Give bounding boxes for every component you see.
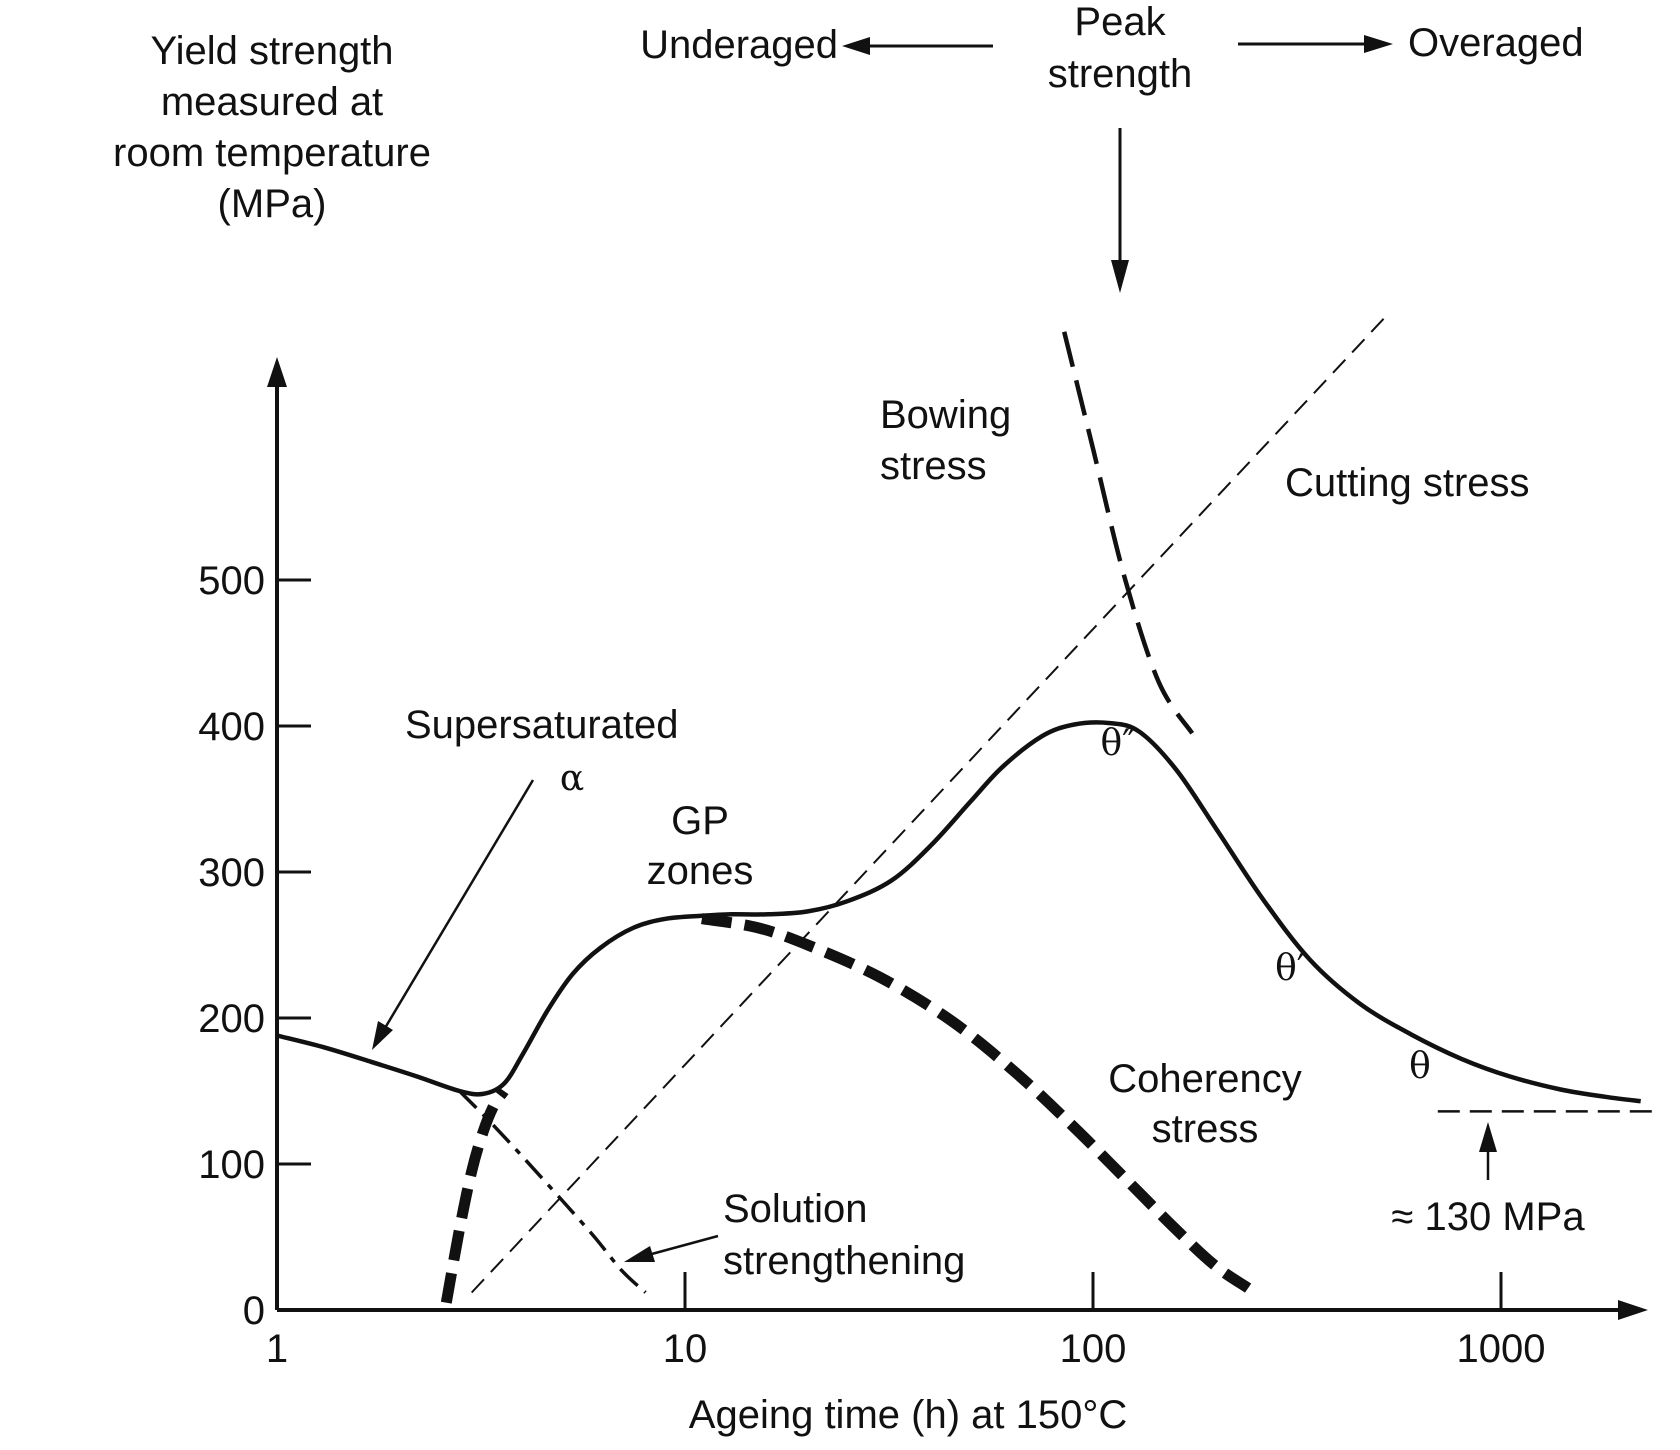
alpha-label: α [560, 758, 584, 799]
solution-strengthening-line-1: Solution [723, 1187, 868, 1231]
bowing-stress-line-2: stress [880, 444, 987, 488]
x-tick-label: 10 [663, 1327, 708, 1371]
underaged-arrowhead [842, 37, 870, 55]
gp-zones-line-2: zones [647, 849, 754, 893]
theta-label: θ [1409, 1046, 1431, 1087]
solution-arrowhead [624, 1246, 655, 1262]
theta-prime-label: θ′ [1275, 948, 1305, 989]
y-ticks: 0 100 200 300 400 500 [198, 559, 311, 1333]
underaged-label: Underaged [640, 23, 838, 67]
theta-double-prime-label: θ″ [1100, 723, 1135, 764]
y-axis-arrowhead [267, 357, 287, 387]
y-tick-label: 500 [198, 559, 265, 603]
y-axis-title-line-3: room temperature [113, 131, 431, 175]
x-axis-title: Ageing time (h) at 150°C [689, 1393, 1127, 1437]
y-tick-label: 400 [198, 705, 265, 749]
solution-arrow-shaft [648, 1236, 718, 1255]
y-axis-title-line-1: Yield strength [150, 29, 393, 73]
overaged-label: Overaged [1408, 21, 1584, 65]
peak-strength-line-1: Peak [1074, 0, 1166, 44]
x-tick-label: 1000 [1457, 1327, 1546, 1371]
x-tick-label: 100 [1060, 1327, 1127, 1371]
y-tick-label: 200 [198, 997, 265, 1041]
cutting-stress-label: Cutting stress [1285, 461, 1530, 505]
y-tick-label: 300 [198, 851, 265, 895]
x-tick-label: 1 [266, 1327, 288, 1371]
series-gp-zones [446, 1091, 504, 1303]
supersaturated-arrow-shaft [385, 780, 533, 1028]
solution-strengthening-line-2: strengthening [723, 1239, 965, 1283]
annotations: Yield strength measured at room temperat… [113, 0, 1585, 1437]
peak-strength-line-2: strength [1048, 52, 1193, 96]
y-axis-title-line-4: (MPa) [218, 182, 327, 226]
coherency-stress-line-2: stress [1152, 1107, 1259, 1151]
supersaturated-label: Supersaturated [405, 703, 679, 747]
series-bowing-stress [1064, 332, 1192, 734]
bowing-stress-line-1: Bowing [880, 393, 1011, 437]
y-tick-label: 100 [198, 1143, 265, 1187]
y-axis-title-line-2: measured at [161, 80, 383, 124]
mpa-130-label: ≈ 130 MPa [1391, 1195, 1585, 1239]
x-axis-arrowhead [1618, 1300, 1648, 1320]
peak-arrowhead [1111, 260, 1129, 293]
supersaturated-arrowhead [372, 1021, 393, 1050]
x-ticks: 1 10 100 1000 [266, 1272, 1546, 1371]
mpa-arrowhead [1479, 1122, 1497, 1152]
series-yield-strength [277, 722, 1641, 1101]
series-coherency-stress [702, 919, 1248, 1288]
y-tick-label: 0 [243, 1289, 265, 1333]
gp-zones-line-1: GP [671, 799, 729, 843]
coherency-stress-line-1: Coherency [1108, 1057, 1301, 1101]
overaged-arrowhead [1364, 35, 1393, 53]
